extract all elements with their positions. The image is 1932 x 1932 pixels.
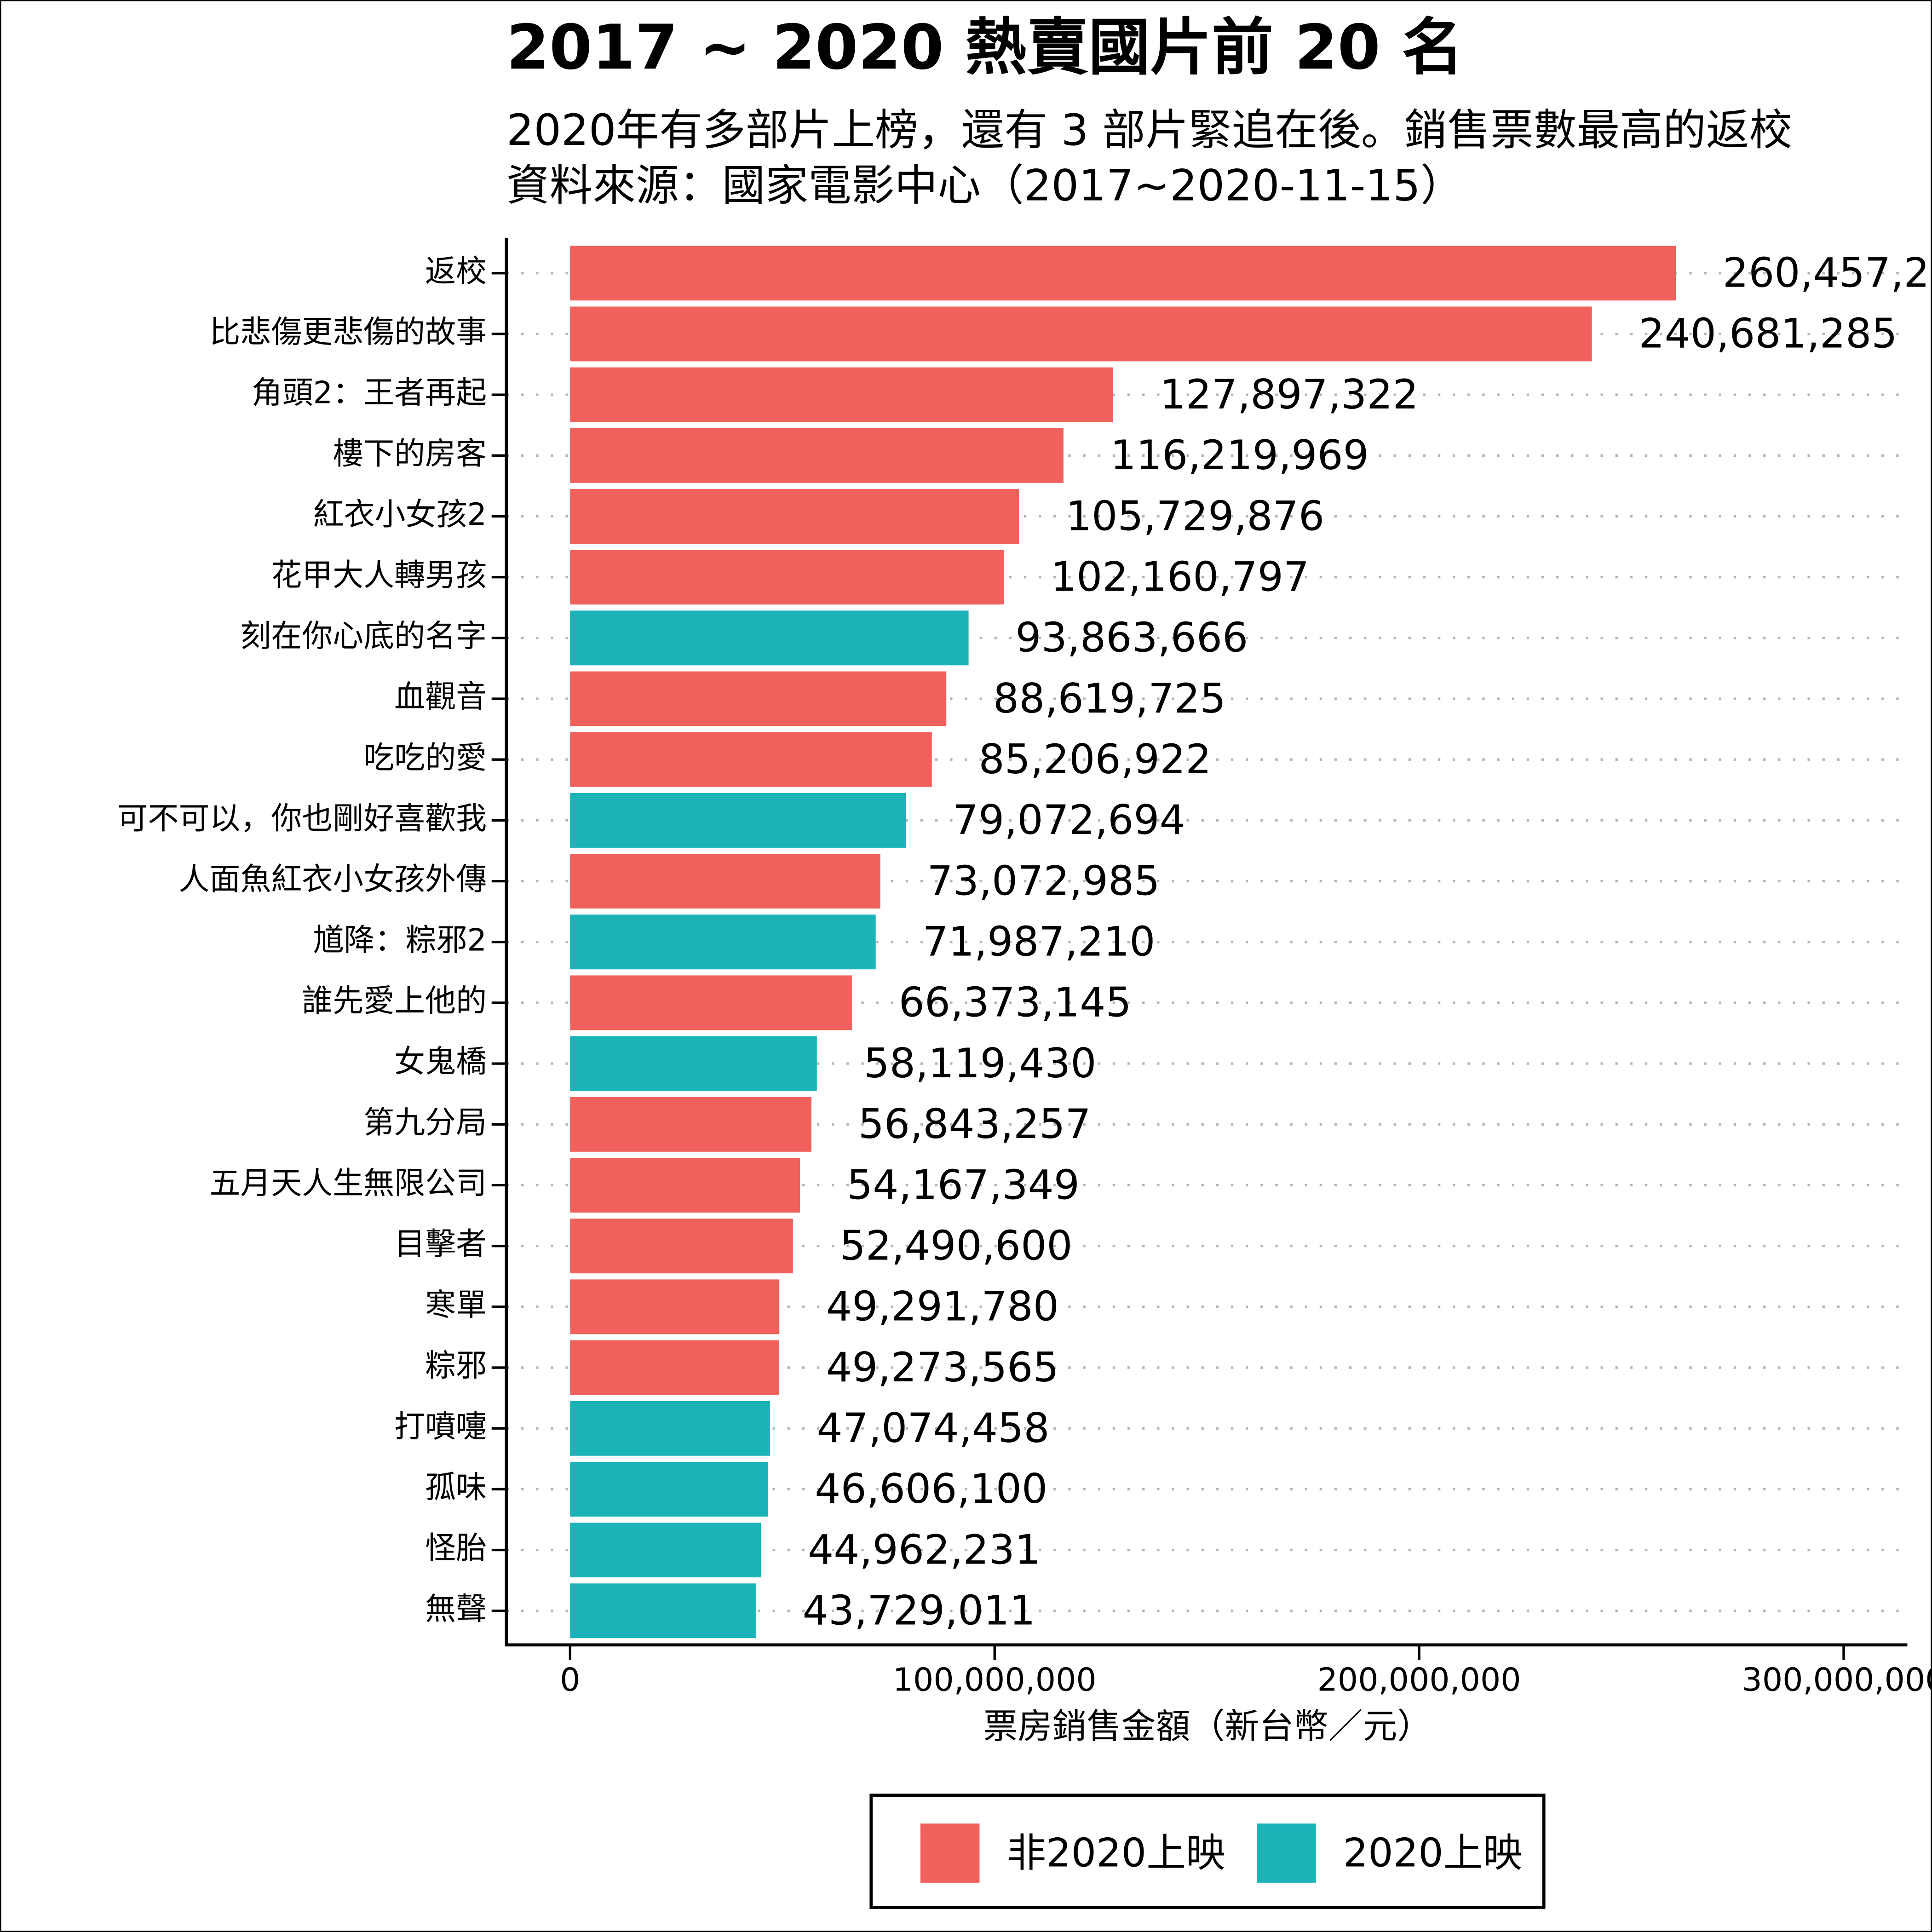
y-tick-label: 紅衣小女孩2	[313, 496, 487, 532]
x-tick-label: 100,000,000	[893, 1661, 1097, 1698]
value-label: 49,291,780	[826, 1283, 1059, 1330]
bar	[570, 732, 932, 787]
chart-subtitle: 2020年有多部片上榜，還有 3 部片緊追在後。銷售票數最高的返校	[506, 105, 1792, 155]
x-axis-title: 票房銷售金額（新台幣／元）	[983, 1706, 1432, 1747]
bar	[570, 1523, 761, 1578]
value-label: 56,843,257	[858, 1100, 1091, 1148]
legend-label: 2020上映	[1343, 1830, 1523, 1876]
y-tick-label: 無聲	[425, 1591, 487, 1627]
value-label: 79,072,694	[953, 796, 1185, 844]
bar	[570, 550, 1004, 605]
y-tick-label: 怪胎	[425, 1530, 487, 1566]
x-tick-label: 200,000,000	[1317, 1661, 1521, 1698]
bar	[570, 975, 852, 1030]
y-tick-label: 人面魚紅衣小女孩外傳	[178, 861, 487, 897]
chart-title: 2017 ~ 2020 熱賣國片前 20 名	[506, 12, 1463, 83]
bar	[570, 1401, 770, 1456]
y-tick-label: 第九分局	[363, 1104, 487, 1140]
value-label: 66,373,145	[899, 979, 1132, 1026]
value-label: 47,074,458	[817, 1404, 1050, 1452]
y-tick-label: 比悲傷更悲傷的故事	[209, 314, 487, 350]
value-label: 93,863,666	[1015, 614, 1248, 661]
bar	[570, 854, 880, 909]
y-tick-label: 五月天人生無限公司	[209, 1165, 487, 1201]
y-tick-label: 粽邪	[425, 1348, 487, 1384]
bar	[570, 428, 1064, 483]
bar	[570, 367, 1113, 422]
value-label: 105,729,876	[1066, 492, 1324, 540]
legend-key	[920, 1823, 980, 1883]
bar	[570, 914, 876, 970]
y-tick-label: 吃吃的愛	[363, 740, 487, 776]
bar	[570, 793, 906, 848]
y-tick-label: 目擊者	[394, 1226, 487, 1262]
y-tick-label: 誰先愛上他的	[302, 983, 487, 1018]
value-label: 102,160,797	[1051, 553, 1309, 600]
bar	[570, 1279, 780, 1334]
y-tick-label: 刻在你心底的名字	[240, 618, 487, 654]
y-tick-label: 孤味	[425, 1469, 487, 1505]
legend-label: 非2020上映	[1006, 1830, 1225, 1876]
bar	[570, 489, 1019, 544]
y-tick-label: 可不可以，你也剛好喜歡我	[117, 800, 487, 836]
chart-subtitle: 資料來源：國家電影中心（2017~2020-11-15）	[506, 161, 1464, 211]
value-label: 58,119,430	[863, 1040, 1096, 1087]
value-label: 52,490,600	[840, 1222, 1073, 1269]
value-label: 43,729,011	[803, 1587, 1035, 1634]
bar	[570, 1097, 811, 1152]
value-label: 54,167,349	[847, 1161, 1080, 1208]
bar	[570, 1340, 780, 1395]
value-label: 71,987,210	[922, 918, 1155, 966]
value-label: 46,606,100	[815, 1465, 1047, 1512]
bar	[570, 1036, 817, 1091]
y-tick-label: 角頭2：王者再起	[252, 375, 487, 411]
bar	[570, 306, 1592, 362]
value-label: 127,897,322	[1160, 371, 1418, 418]
bar	[570, 1461, 768, 1517]
bar	[570, 246, 1676, 301]
legend-key	[1257, 1823, 1316, 1883]
bar	[570, 610, 969, 666]
bar	[570, 1583, 756, 1639]
y-tick-label: 花甲大人轉男孩	[271, 557, 487, 593]
x-tick-label: 0	[560, 1661, 580, 1698]
y-tick-label: 打噴嚏	[394, 1409, 487, 1444]
y-tick-label: 樓下的房客	[333, 436, 487, 472]
bar	[570, 1158, 800, 1213]
value-label: 44,962,231	[808, 1526, 1041, 1573]
bar	[570, 1219, 793, 1274]
value-label: 85,206,922	[978, 736, 1211, 783]
x-tick-label: 300,000,000	[1742, 1661, 1932, 1698]
y-tick-label: 返校	[425, 253, 487, 289]
y-tick-label: 馗降：粽邪2	[313, 922, 487, 958]
value-label: 116,219,969	[1110, 431, 1369, 479]
value-label: 260,457,200	[1723, 249, 1932, 297]
y-tick-label: 女鬼橋	[394, 1044, 487, 1080]
y-tick-label: 血觀音	[394, 679, 487, 715]
value-label: 73,072,985	[927, 857, 1160, 904]
value-label: 240,681,285	[1639, 310, 1897, 357]
y-tick-label: 寒單	[425, 1287, 487, 1322]
bar	[570, 671, 947, 726]
value-label: 88,619,725	[993, 675, 1226, 722]
value-label: 49,273,565	[826, 1344, 1059, 1391]
legend-box	[869, 1794, 1546, 1909]
